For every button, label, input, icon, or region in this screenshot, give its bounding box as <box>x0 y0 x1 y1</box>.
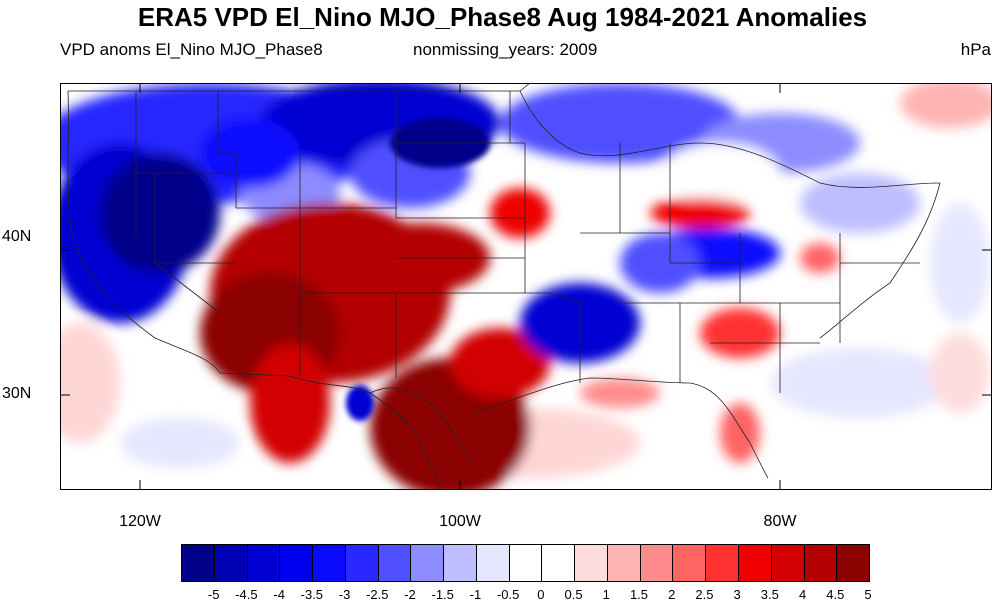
colorbar-cell <box>607 545 641 581</box>
colorbar-cell <box>280 545 314 581</box>
colorbar-cell <box>247 545 281 581</box>
colorbar-cell <box>771 545 805 581</box>
colorbar-tick-label: 2.5 <box>695 587 714 602</box>
colorbar-cell <box>673 545 707 581</box>
lon-label-120w: 120W <box>119 513 161 530</box>
state-boundaries <box>67 83 941 490</box>
colorbar-tick-label: 0.5 <box>564 587 583 602</box>
colorbar-cell <box>739 545 772 581</box>
colorbar <box>181 544 870 582</box>
colorbar-cell <box>706 545 740 581</box>
colorbar-cell <box>411 545 445 581</box>
colorbar-cell <box>640 545 674 581</box>
colorbar-tick-label: -5 <box>207 587 220 602</box>
colorbar-cell <box>345 545 379 581</box>
colorbar-tick-label: -1.5 <box>431 587 454 602</box>
colorbar-tick-label: 3.5 <box>760 587 779 602</box>
colorbar-tick-label: 4 <box>798 587 807 602</box>
colorbar-cell <box>214 545 248 581</box>
colorbar-tick-label: -2.5 <box>366 587 389 602</box>
lon-label-80w: 80W <box>763 513 797 530</box>
anomaly-map <box>60 83 992 490</box>
colorbar-tick-label: 0 <box>537 587 545 602</box>
colorbar-cell <box>476 545 510 581</box>
colorbar-tick-label: -0.5 <box>496 587 520 602</box>
center-subtitle: nonmissing_years: 2009 <box>413 40 598 59</box>
colorbar-tick-label: -4.5 <box>235 587 258 602</box>
map-title: ERA5 VPD El_Nino MJO_Phase8 Aug 1984-202… <box>137 2 868 32</box>
lat-label-30n: 30N <box>2 385 32 402</box>
colorbar-cell <box>542 545 576 581</box>
colorbar-tick-label: -2 <box>404 587 416 602</box>
colorbar-tick-label: 5 <box>864 587 872 602</box>
colorbar-tick-label: 2 <box>668 587 676 602</box>
colorbar-cell <box>378 545 412 581</box>
colorbar-tick-label: -3.5 <box>300 587 324 602</box>
colorbar-tick-label: 1.5 <box>629 587 649 602</box>
colorbar-cell <box>182 545 215 581</box>
colorbar-cell <box>804 545 838 581</box>
colorbar-tick-label: 3 <box>733 587 741 602</box>
left-subtitle: VPD anoms El_Nino MJO_Phase8 <box>60 40 323 59</box>
lon-label-100w: 100W <box>439 513 481 530</box>
colorbar-tick-label: -1 <box>469 587 482 602</box>
colorbar-cell <box>313 545 346 581</box>
units-label: hPa <box>960 40 991 59</box>
colorbar-cell <box>509 545 543 581</box>
colorbar-tick-label: 4.5 <box>826 587 845 602</box>
colorbar-cell <box>575 545 608 581</box>
colorbar-tick-label: 1 <box>602 587 610 602</box>
colorbar-cell <box>837 545 870 581</box>
colorbar-tick-label: -4 <box>273 587 285 602</box>
lat-label-40n: 40N <box>2 228 32 245</box>
colorbar-tick-label: -3 <box>338 587 351 602</box>
colorbar-cell <box>444 545 477 581</box>
